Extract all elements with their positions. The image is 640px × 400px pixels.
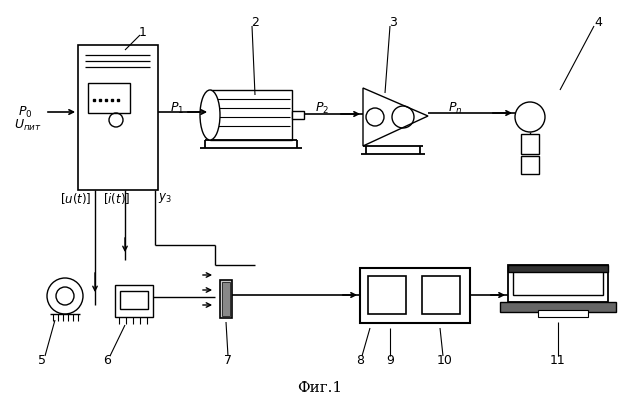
Text: $[i(t)]$: $[i(t)]$ xyxy=(103,190,130,206)
Bar xyxy=(368,276,406,314)
Bar xyxy=(500,302,616,312)
Bar xyxy=(115,285,153,317)
Text: $[u(t)]$: $[u(t)]$ xyxy=(60,190,92,206)
Text: 5: 5 xyxy=(38,354,46,366)
Text: 10: 10 xyxy=(437,354,453,366)
Text: $P_2$: $P_2$ xyxy=(315,100,329,116)
Text: $y_3$: $y_3$ xyxy=(158,191,172,205)
Bar xyxy=(88,83,130,113)
Text: 9: 9 xyxy=(386,354,394,366)
Text: 2: 2 xyxy=(251,16,259,28)
Bar xyxy=(78,45,158,190)
Bar xyxy=(222,282,230,316)
Bar xyxy=(538,310,588,317)
Text: 8: 8 xyxy=(356,354,364,366)
Bar xyxy=(521,134,539,154)
Ellipse shape xyxy=(200,90,220,140)
Bar xyxy=(220,280,232,318)
Text: Фиг.1: Фиг.1 xyxy=(298,381,342,395)
Text: $P_n$: $P_n$ xyxy=(448,100,463,116)
Bar xyxy=(508,265,608,302)
Bar xyxy=(360,268,470,323)
Text: 1: 1 xyxy=(139,26,147,38)
Text: $P_0$: $P_0$ xyxy=(18,104,33,120)
Bar xyxy=(521,156,539,174)
Text: 6: 6 xyxy=(103,354,111,366)
Bar xyxy=(422,276,460,314)
Bar xyxy=(120,291,148,309)
Bar xyxy=(210,90,292,140)
Bar xyxy=(508,265,608,272)
Text: 7: 7 xyxy=(224,354,232,366)
Text: $P_1$: $P_1$ xyxy=(170,100,184,116)
Text: 4: 4 xyxy=(594,16,602,28)
Text: 11: 11 xyxy=(550,354,566,366)
Text: $U_{пит}$: $U_{пит}$ xyxy=(14,118,42,132)
Text: 3: 3 xyxy=(389,16,397,28)
Bar xyxy=(513,270,603,295)
Bar xyxy=(292,111,304,119)
